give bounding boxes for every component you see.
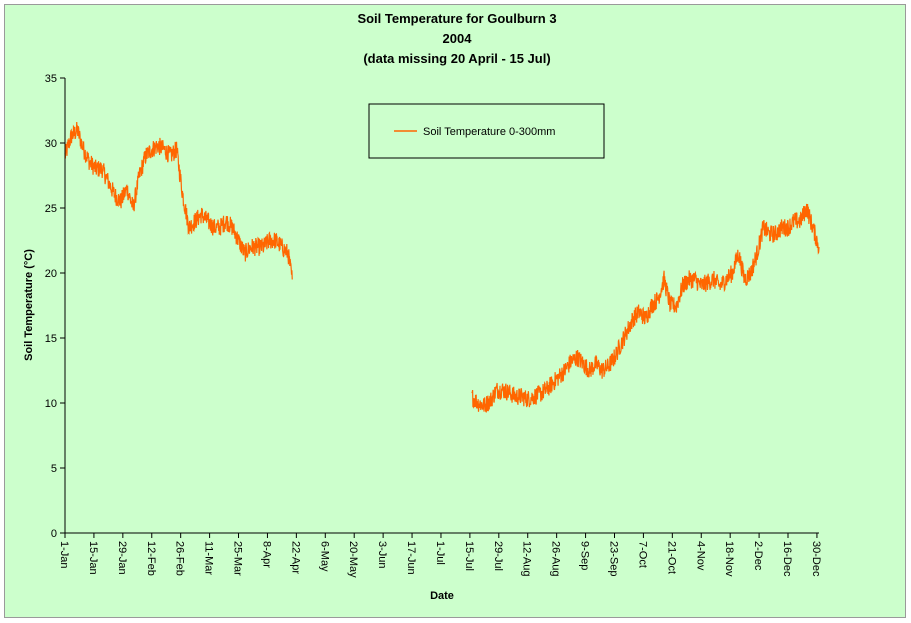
series-line-segment xyxy=(471,203,820,413)
y-tick-label: 35 xyxy=(45,73,57,85)
x-tick-label: 9-Sep xyxy=(579,541,591,570)
chart-svg: Soil Temperature for Goulburn 3 2004 (da… xyxy=(23,11,822,602)
x-axis-title: Date xyxy=(430,590,454,602)
y-tick-label: 30 xyxy=(45,138,57,150)
legend-label: Soil Temperature 0-300mm xyxy=(423,126,555,138)
x-tick-label: 8-Apr xyxy=(260,541,272,568)
x-tick-label: 11-Mar xyxy=(203,541,215,575)
chart-title-line-1: Soil Temperature for Goulburn 3 xyxy=(357,11,556,26)
y-tick-label: 0 xyxy=(51,528,57,540)
x-axis-ticks: 1-Jan 15-Jan 29-Jan 12-Feb 26-Feb 11-Mar 25-Ma… xyxy=(58,533,822,578)
x-tick-label: 16-Dec xyxy=(781,541,793,577)
series-layer xyxy=(64,122,820,413)
legend: Soil Temperature 0-300mm xyxy=(368,103,605,159)
x-tick-label: 6-May xyxy=(318,541,330,572)
x-tick-label: 21-Oct xyxy=(665,541,677,574)
legend-box xyxy=(368,103,605,159)
y-tick-label: 5 xyxy=(51,463,57,475)
chart-title-line-2: 2004 xyxy=(443,31,473,46)
x-tick-label: 1-Jul xyxy=(434,541,446,565)
x-tick-label: 7-Oct xyxy=(636,541,648,568)
x-tick-label: 22-Apr xyxy=(289,541,301,574)
x-tick-label: 15-Jul xyxy=(463,541,475,571)
x-tick-label: 20-May xyxy=(347,541,359,578)
x-tick-label: 26-Aug xyxy=(550,541,562,576)
y-tick-label: 20 xyxy=(45,268,57,280)
x-tick-label: 26-Feb xyxy=(174,541,186,576)
y-axis-title: Soil Temperature (°C) xyxy=(23,249,35,361)
chart-title-line-3: (data missing 20 April - 15 Jul) xyxy=(363,51,550,66)
x-tick-label: 1-Jan xyxy=(58,541,70,569)
y-tick-label: 10 xyxy=(45,398,57,410)
x-tick-label: 30-Dec xyxy=(810,541,822,577)
x-tick-label: 29-Jan xyxy=(116,541,128,575)
x-tick-label: 23-Sep xyxy=(607,541,619,576)
chart-area: Soil Temperature for Goulburn 3 2004 (da… xyxy=(4,4,906,618)
x-tick-label: 3-Jun xyxy=(376,541,388,569)
x-tick-label: 25-Mar xyxy=(232,541,244,576)
x-tick-label: 18-Nov xyxy=(723,541,735,577)
series-line-segment xyxy=(64,122,293,280)
x-tick-label: 12-Aug xyxy=(521,541,533,576)
x-tick-label: 12-Feb xyxy=(145,541,157,576)
x-tick-label: 17-Jun xyxy=(405,541,417,575)
x-tick-label: 2-Dec xyxy=(752,541,764,571)
x-tick-label: 15-Jan xyxy=(87,541,99,575)
y-tick-label: 25 xyxy=(45,203,57,215)
x-tick-label: 29-Jul xyxy=(492,541,504,571)
y-tick-label: 15 xyxy=(45,333,57,345)
y-axis-ticks: 0 5 10 15 20 25 30 35 xyxy=(45,73,65,540)
x-tick-label: 4-Nov xyxy=(694,541,706,571)
